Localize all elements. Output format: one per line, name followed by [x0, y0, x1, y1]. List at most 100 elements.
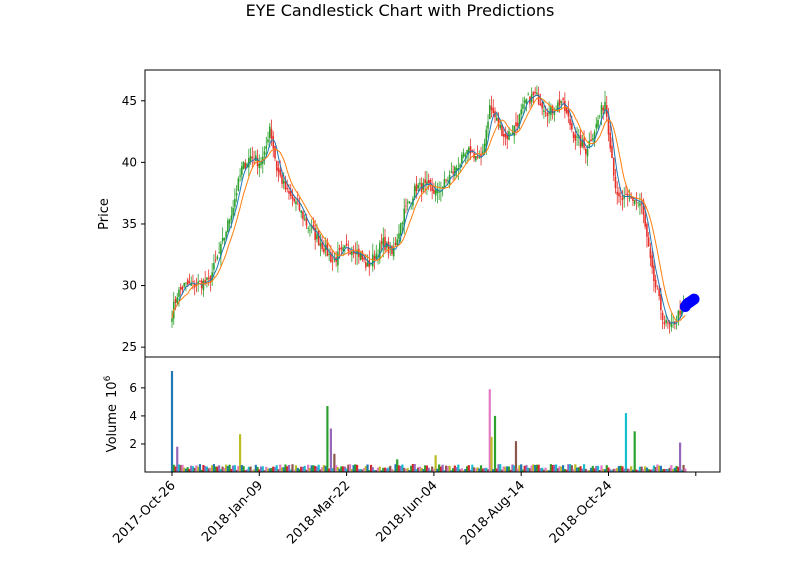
candle-body — [632, 197, 634, 202]
candle-body — [232, 207, 234, 216]
volume-bar — [581, 468, 584, 472]
candle-body — [633, 200, 636, 204]
volume-bar — [183, 467, 186, 472]
candle-body — [464, 154, 467, 157]
volume-bar — [600, 465, 603, 472]
volume-bar — [485, 467, 488, 472]
volume-bar — [202, 465, 205, 472]
candle-body — [532, 91, 535, 95]
candle-body — [331, 260, 334, 262]
volume-bar — [294, 465, 298, 472]
x-tick-label: 2018-Aug-14 — [458, 478, 528, 548]
candle-body — [588, 140, 591, 148]
volume-bar — [462, 470, 465, 472]
candle-body — [197, 281, 199, 284]
volume-bar — [195, 465, 198, 472]
volume-bar — [340, 466, 343, 472]
volume-bar — [406, 468, 409, 472]
price-y-axis-label: Price — [97, 198, 112, 230]
candle-body — [424, 179, 426, 184]
candle-body — [246, 163, 248, 168]
volume-bar — [645, 467, 649, 472]
candle-body — [502, 134, 505, 137]
volume-bar — [375, 470, 378, 472]
candle-body — [433, 189, 435, 194]
volume-bar — [464, 469, 467, 472]
candle-body — [234, 198, 236, 207]
candle-body — [417, 184, 419, 189]
volume-bar — [476, 467, 479, 472]
volume-bar — [191, 466, 195, 472]
volume-bar — [493, 415, 497, 472]
volume-bar — [558, 466, 561, 472]
candle-body — [302, 211, 304, 220]
volume-bar — [333, 453, 336, 472]
volume-bar — [240, 465, 243, 472]
volume-bar — [528, 468, 532, 472]
candle-body — [504, 133, 507, 138]
candle-body — [401, 222, 404, 224]
volume-bar — [237, 465, 240, 472]
candle-body — [351, 251, 353, 255]
candle-body — [176, 297, 179, 304]
price-y-tick-label: 25 — [122, 340, 137, 354]
candle-body — [443, 179, 446, 188]
volume-y-axis-label: Volume 106 — [103, 375, 120, 452]
volume-bar — [607, 467, 610, 472]
volume-bar — [369, 464, 373, 472]
candle-body — [178, 289, 180, 297]
candle-body — [281, 175, 283, 184]
candle-body — [471, 150, 474, 151]
candle-body — [497, 117, 500, 126]
volume-bar — [261, 466, 264, 472]
candle-body — [192, 281, 194, 282]
candle-body — [562, 98, 564, 100]
volume-bar — [238, 434, 242, 472]
volume-bar — [403, 467, 406, 472]
candle-body — [626, 193, 629, 196]
candle-body — [185, 282, 187, 284]
candle-body — [230, 215, 233, 220]
volume-bar — [614, 468, 617, 472]
candle-body — [385, 242, 388, 248]
candle-body — [499, 124, 502, 129]
volume-bar — [486, 469, 490, 472]
candle-body — [654, 279, 657, 288]
volume-bar — [465, 466, 469, 472]
volume-bar — [387, 467, 390, 472]
candle-body — [469, 146, 472, 154]
candle-body — [565, 107, 568, 113]
candle-body — [225, 231, 227, 238]
volume-bar — [455, 467, 458, 472]
candle-body — [590, 139, 592, 142]
volume-bar — [665, 469, 668, 472]
candle-body — [344, 245, 346, 248]
volume-bar — [408, 470, 411, 472]
volume-bar — [521, 469, 525, 472]
volume-bar — [198, 464, 202, 472]
volume-bar — [659, 465, 662, 472]
volume-bar — [525, 465, 528, 472]
candle-body — [520, 109, 522, 115]
volume-bar — [226, 465, 229, 472]
candle-body — [544, 112, 547, 114]
volume-bar — [598, 469, 601, 472]
volume-bar — [469, 469, 472, 472]
candle-body — [213, 262, 215, 270]
candle-body — [661, 312, 664, 321]
candle-body — [284, 181, 287, 190]
volume-bar — [277, 469, 280, 472]
volume-bar — [436, 468, 439, 472]
volume-y-tick-label: 2 — [129, 437, 137, 451]
volume-bar — [235, 469, 238, 472]
candle-body — [392, 246, 395, 257]
volume-bar — [630, 466, 633, 472]
volume-bar — [308, 467, 312, 472]
volume-bar — [453, 465, 456, 472]
candle-body — [352, 251, 355, 254]
volume-bar — [609, 469, 612, 472]
volume-bar — [527, 467, 530, 472]
candle-body — [604, 101, 606, 112]
candle-body — [455, 167, 458, 171]
